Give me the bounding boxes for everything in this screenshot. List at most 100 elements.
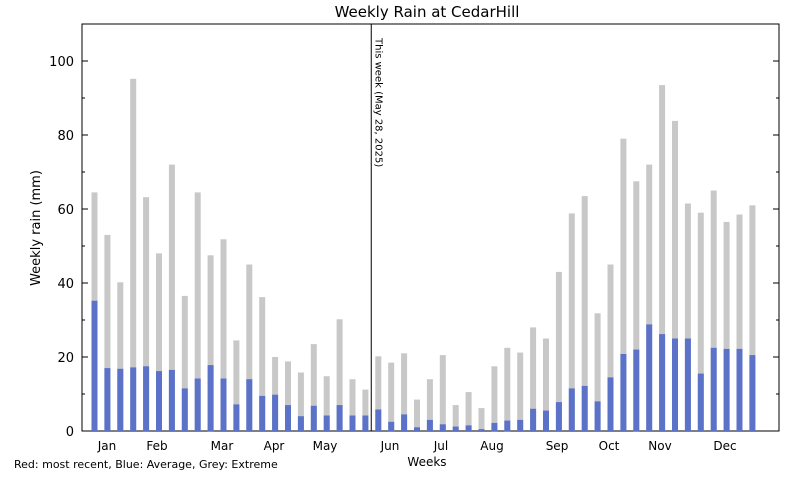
x-tick-label: May: [313, 439, 338, 453]
average-bar: [207, 365, 214, 431]
extreme-bar: [633, 181, 640, 432]
extreme-bar: [104, 234, 111, 431]
x-tick-label: Jan: [97, 439, 117, 453]
average-bar: [723, 348, 730, 431]
average-bar: [143, 366, 150, 432]
y-tick-label: 100: [49, 55, 74, 70]
average-bar: [181, 388, 188, 431]
x-tick-label: Aug: [480, 439, 503, 453]
average-bar: [439, 424, 446, 431]
extreme-bar: [259, 297, 266, 431]
average-bar: [659, 334, 666, 431]
extreme-bar: [478, 408, 485, 431]
y-tick-label: 40: [57, 277, 74, 292]
extreme-bar: [568, 213, 575, 431]
average-bar: [259, 395, 266, 431]
average-bar: [323, 415, 330, 431]
extreme-bar: [672, 120, 678, 432]
extreme-bar: [220, 239, 227, 431]
average-bar: [310, 405, 317, 431]
extreme-bar: [697, 212, 704, 431]
average-bar: [491, 422, 498, 431]
extreme-bar: [285, 361, 291, 431]
extreme-bar: [388, 362, 395, 431]
average-bar: [168, 369, 175, 431]
extreme-bar: [130, 78, 137, 432]
extreme-bar: [607, 264, 614, 431]
extreme-bar: [736, 214, 743, 431]
average-bar: [117, 368, 124, 431]
average-bar: [543, 410, 549, 431]
extreme-bar: [272, 357, 279, 431]
x-tick-label: Sep: [546, 439, 569, 453]
extreme-bar: [620, 138, 627, 431]
extreme-bar: [517, 352, 524, 431]
extreme-bar: [362, 389, 369, 431]
x-axis-label: Weeks: [407, 455, 446, 469]
extreme-bar: [684, 203, 691, 431]
x-tick-label: Oct: [599, 439, 620, 453]
extreme-bar: [246, 264, 253, 431]
average-bar: [285, 405, 291, 431]
extreme-bar: [401, 353, 408, 431]
extreme-bar: [555, 271, 562, 431]
legend-note: Red: most recent, Blue: Average, Grey: E…: [14, 458, 278, 471]
average-bar: [220, 378, 227, 431]
y-axis: 0 20 40 60 80 100: [49, 23, 779, 440]
y-tick-label: 0: [66, 425, 74, 440]
x-tick-label: Apr: [264, 439, 285, 453]
average-bar: [388, 421, 395, 432]
extreme-bar: [491, 366, 498, 432]
average-bar: [555, 402, 562, 431]
extreme-bar: [375, 356, 382, 431]
y-tick-label: 60: [57, 203, 74, 218]
average-bar: [710, 347, 717, 432]
average-bar: [594, 401, 601, 431]
average-bar: [375, 409, 382, 431]
extreme-bar: [594, 313, 601, 431]
extreme-bar: [452, 405, 459, 431]
average-bar: [620, 354, 627, 431]
average-bar: [233, 404, 240, 431]
y-axis-label: Weekly rain (mm): [29, 170, 44, 286]
extreme-bar: [181, 295, 188, 431]
extreme-bar: [207, 255, 214, 432]
average-bar: [91, 300, 98, 431]
average-bar: [104, 368, 111, 431]
average-bar: [517, 419, 524, 431]
average-bar: [736, 348, 743, 431]
extreme-bar: [194, 192, 201, 431]
extreme-bar: [710, 190, 717, 431]
extreme-bar: [233, 340, 240, 431]
extreme-bar: [723, 221, 730, 431]
extreme-bar: [323, 376, 330, 431]
extreme-bar: [749, 205, 756, 431]
extreme-bar: [336, 319, 343, 431]
extreme-bar: [426, 379, 433, 431]
extreme-bar: [349, 379, 356, 431]
average-bar: [362, 415, 369, 431]
average-bar: [336, 405, 343, 431]
average-bar: [426, 419, 433, 431]
y-tick-label: 20: [57, 351, 74, 366]
average-bar: [568, 388, 575, 431]
average-bar: [194, 378, 201, 431]
average-bar: [349, 415, 356, 431]
average-bar: [672, 338, 678, 431]
average-bar: [530, 408, 537, 431]
extreme-bar: [297, 372, 304, 431]
average-bar: [452, 426, 459, 431]
average-bar: [684, 338, 691, 431]
extreme-bar: [530, 327, 537, 431]
average-series: [91, 300, 756, 432]
average-bar: [478, 429, 485, 431]
average-bar: [633, 349, 640, 431]
x-axis: Jan Feb Mar Apr May Jun Jul Aug Sep Oct Nov Dec: [97, 439, 737, 453]
average-bar: [465, 425, 472, 431]
chart-title: Weekly Rain at CedarHill: [335, 3, 520, 21]
average-bar: [156, 371, 162, 431]
extreme-bar: [543, 338, 549, 431]
average-bar: [607, 377, 614, 431]
extreme-series: [91, 78, 756, 432]
